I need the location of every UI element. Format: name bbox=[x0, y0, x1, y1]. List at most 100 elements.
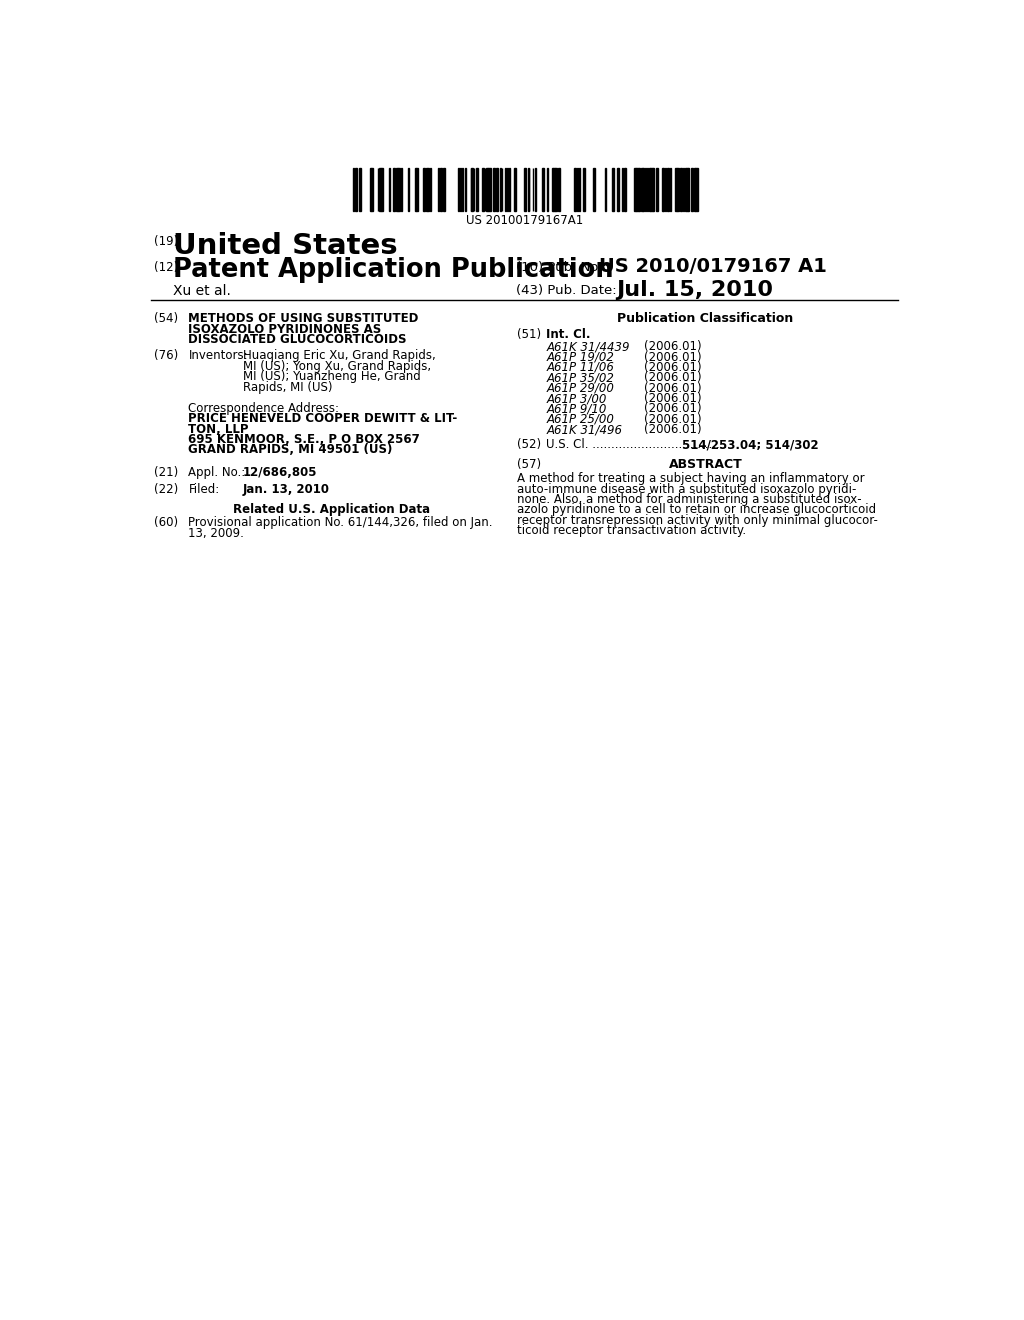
Text: receptor transrepression activity with only minimal glucocor-: receptor transrepression activity with o… bbox=[517, 513, 878, 527]
Bar bbox=[634, 168, 636, 211]
Text: Int. Cl.: Int. Cl. bbox=[547, 327, 591, 341]
Bar bbox=[493, 168, 495, 211]
Bar bbox=[675, 168, 677, 211]
Bar bbox=[423, 168, 425, 211]
Text: Xu et al.: Xu et al. bbox=[173, 284, 230, 298]
Text: DISSOCIATED GLUCOCORTICOIDS: DISSOCIATED GLUCOCORTICOIDS bbox=[188, 333, 407, 346]
Bar bbox=[655, 168, 658, 211]
Bar bbox=[574, 168, 575, 211]
Text: Publication Classification: Publication Classification bbox=[617, 313, 794, 326]
Bar bbox=[641, 168, 643, 211]
Bar bbox=[678, 168, 679, 211]
Text: A61P 25/00: A61P 25/00 bbox=[547, 413, 614, 426]
Text: MI (US); Yuanzheng He, Grand: MI (US); Yuanzheng He, Grand bbox=[243, 370, 421, 383]
Text: (52): (52) bbox=[517, 438, 541, 451]
Text: (12): (12) bbox=[155, 261, 178, 273]
Text: A61K 31/4439: A61K 31/4439 bbox=[547, 341, 630, 354]
Bar bbox=[515, 168, 516, 211]
Text: United States: United States bbox=[173, 231, 397, 260]
Text: METHODS OF USING SUBSTITUTED: METHODS OF USING SUBSTITUTED bbox=[188, 313, 419, 326]
Bar bbox=[442, 168, 445, 211]
Bar bbox=[691, 168, 693, 211]
Bar bbox=[488, 168, 490, 211]
Text: Patent Application Publication: Patent Application Publication bbox=[173, 257, 613, 282]
Text: 514/253.04; 514/302: 514/253.04; 514/302 bbox=[682, 438, 819, 451]
Bar bbox=[639, 168, 640, 211]
Bar bbox=[555, 168, 557, 211]
Text: Inventors:: Inventors: bbox=[188, 350, 248, 363]
Text: Filed:: Filed: bbox=[188, 483, 220, 496]
Text: Appl. No.:: Appl. No.: bbox=[188, 466, 246, 479]
Bar bbox=[417, 168, 418, 211]
Text: ticoid receptor transactivation activity.: ticoid receptor transactivation activity… bbox=[517, 524, 746, 537]
Bar bbox=[680, 168, 682, 211]
Text: Provisional application No. 61/144,326, filed on Jan.: Provisional application No. 61/144,326, … bbox=[188, 516, 493, 529]
Bar bbox=[359, 168, 360, 211]
Bar bbox=[372, 168, 373, 211]
Bar bbox=[622, 168, 624, 211]
Text: ISOXAZOLO PYRIDINONES AS: ISOXAZOLO PYRIDINONES AS bbox=[188, 323, 382, 335]
Text: (54): (54) bbox=[155, 313, 178, 326]
Bar bbox=[379, 168, 381, 211]
Text: A method for treating a subject having an inflammatory or: A method for treating a subject having a… bbox=[517, 473, 864, 486]
Text: (2006.01): (2006.01) bbox=[644, 381, 701, 395]
Text: (76): (76) bbox=[155, 350, 178, 363]
Bar bbox=[393, 168, 395, 211]
Text: (60): (60) bbox=[155, 516, 178, 529]
Text: (2006.01): (2006.01) bbox=[644, 360, 701, 374]
Text: ABSTRACT: ABSTRACT bbox=[669, 458, 742, 471]
Text: 13, 2009.: 13, 2009. bbox=[188, 527, 245, 540]
Text: PRICE HENEVELD COOPER DEWITT & LIT-: PRICE HENEVELD COOPER DEWITT & LIT- bbox=[188, 412, 458, 425]
Bar bbox=[695, 168, 697, 211]
Bar bbox=[400, 168, 402, 211]
Bar bbox=[486, 168, 487, 211]
Text: (2006.01): (2006.01) bbox=[644, 413, 701, 426]
Bar bbox=[381, 168, 383, 211]
Bar bbox=[552, 168, 554, 211]
Text: Huaqiang Eric Xu, Grand Rapids,: Huaqiang Eric Xu, Grand Rapids, bbox=[243, 350, 435, 363]
Bar bbox=[396, 168, 397, 211]
Bar bbox=[593, 168, 595, 211]
Text: Jan. 13, 2010: Jan. 13, 2010 bbox=[243, 483, 330, 496]
Bar bbox=[398, 168, 400, 211]
Bar bbox=[505, 168, 506, 211]
Text: Jul. 15, 2010: Jul. 15, 2010 bbox=[616, 280, 773, 300]
Bar bbox=[482, 168, 483, 211]
Text: none. Also, a method for administering a substituted isox-: none. Also, a method for administering a… bbox=[517, 492, 861, 506]
Text: A61P 19/02: A61P 19/02 bbox=[547, 351, 614, 363]
Text: US 2010/0179167 A1: US 2010/0179167 A1 bbox=[599, 257, 827, 276]
Text: Correspondence Address:: Correspondence Address: bbox=[188, 401, 339, 414]
Text: A61K 31/496: A61K 31/496 bbox=[547, 424, 623, 437]
Text: U.S. Cl. ....................................: U.S. Cl. ...............................… bbox=[547, 438, 728, 451]
Bar bbox=[476, 168, 477, 211]
Text: 695 KENMOOR, S.E., P O BOX 2567: 695 KENMOOR, S.E., P O BOX 2567 bbox=[188, 433, 420, 446]
Bar bbox=[471, 168, 473, 211]
Bar bbox=[650, 168, 652, 211]
Bar bbox=[352, 168, 354, 211]
Bar bbox=[668, 168, 669, 211]
Text: MI (US); Yong Xu, Grand Rapids,: MI (US); Yong Xu, Grand Rapids, bbox=[243, 360, 431, 372]
Text: A61P 11/06: A61P 11/06 bbox=[547, 360, 614, 374]
Bar bbox=[643, 168, 644, 211]
Bar bbox=[685, 168, 687, 211]
Text: (2006.01): (2006.01) bbox=[644, 351, 701, 363]
Text: auto-immune disease with a substituted isoxazolo pyridi-: auto-immune disease with a substituted i… bbox=[517, 483, 856, 495]
Text: (2006.01): (2006.01) bbox=[644, 371, 701, 384]
Text: (2006.01): (2006.01) bbox=[644, 341, 701, 354]
Bar bbox=[645, 168, 646, 211]
Bar bbox=[611, 168, 614, 211]
Text: (2006.01): (2006.01) bbox=[644, 392, 701, 405]
Bar bbox=[496, 168, 498, 211]
Text: A61P 35/02: A61P 35/02 bbox=[547, 371, 614, 384]
Bar bbox=[617, 168, 620, 211]
Text: GRAND RAPIDS, MI 49501 (US): GRAND RAPIDS, MI 49501 (US) bbox=[188, 444, 393, 457]
Text: (22): (22) bbox=[155, 483, 178, 496]
Text: A61P 29/00: A61P 29/00 bbox=[547, 381, 614, 395]
Bar bbox=[583, 168, 586, 211]
Text: (21): (21) bbox=[155, 466, 178, 479]
Text: US 20100179167A1: US 20100179167A1 bbox=[466, 214, 584, 227]
Text: (51): (51) bbox=[517, 327, 541, 341]
Text: A61P 3/00: A61P 3/00 bbox=[547, 392, 607, 405]
Bar bbox=[554, 168, 555, 211]
Bar bbox=[625, 168, 627, 211]
